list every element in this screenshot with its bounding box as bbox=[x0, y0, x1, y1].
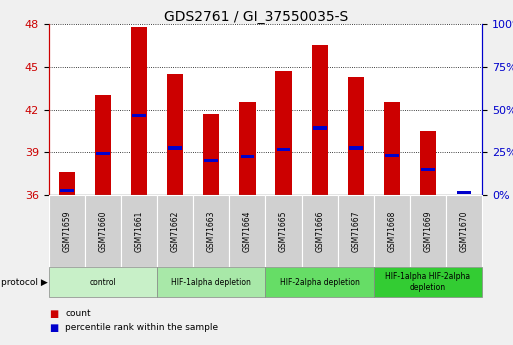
Bar bbox=[457, 190, 471, 194]
Text: percentile rank within the sample: percentile rank within the sample bbox=[65, 323, 218, 332]
Bar bbox=[311, 46, 328, 195]
Bar bbox=[168, 146, 182, 149]
Text: GSM71660: GSM71660 bbox=[98, 210, 107, 252]
Bar bbox=[313, 127, 327, 130]
Text: GSM71667: GSM71667 bbox=[351, 210, 360, 252]
Bar bbox=[275, 71, 292, 195]
Text: GSM71665: GSM71665 bbox=[279, 210, 288, 252]
Bar bbox=[167, 74, 183, 195]
Bar bbox=[60, 189, 74, 192]
Bar bbox=[95, 95, 111, 195]
Text: GSM71669: GSM71669 bbox=[424, 210, 432, 252]
Text: GSM71668: GSM71668 bbox=[387, 210, 397, 252]
Text: count: count bbox=[65, 309, 91, 318]
Text: GSM71659: GSM71659 bbox=[62, 210, 71, 252]
Bar bbox=[203, 114, 220, 195]
Bar bbox=[131, 27, 147, 195]
Bar bbox=[421, 168, 435, 171]
Text: GSM71670: GSM71670 bbox=[460, 210, 469, 252]
Text: GDS2761 / GI_37550035-S: GDS2761 / GI_37550035-S bbox=[164, 10, 349, 24]
Text: GSM71661: GSM71661 bbox=[134, 210, 144, 252]
Bar bbox=[349, 146, 363, 149]
Text: GSM71666: GSM71666 bbox=[315, 210, 324, 252]
Bar bbox=[58, 172, 75, 195]
Bar bbox=[385, 154, 399, 157]
Text: control: control bbox=[90, 277, 116, 287]
Bar bbox=[204, 159, 218, 162]
Text: GSM71664: GSM71664 bbox=[243, 210, 252, 252]
Text: protocol ▶: protocol ▶ bbox=[1, 277, 48, 287]
Bar bbox=[277, 148, 290, 151]
Text: HIF-1alpha HIF-2alpha
depletion: HIF-1alpha HIF-2alpha depletion bbox=[385, 272, 470, 292]
Bar bbox=[96, 152, 110, 155]
Text: GSM71662: GSM71662 bbox=[171, 210, 180, 252]
Bar bbox=[420, 131, 436, 195]
Text: ■: ■ bbox=[49, 323, 58, 333]
Text: GSM71663: GSM71663 bbox=[207, 210, 216, 252]
Bar bbox=[241, 155, 254, 158]
Bar bbox=[348, 77, 364, 195]
Bar bbox=[239, 102, 255, 195]
Text: HIF-2alpha depletion: HIF-2alpha depletion bbox=[280, 277, 360, 287]
Text: HIF-1alpha depletion: HIF-1alpha depletion bbox=[171, 277, 251, 287]
Text: ■: ■ bbox=[49, 309, 58, 319]
Bar bbox=[384, 102, 400, 195]
Bar bbox=[132, 114, 146, 117]
